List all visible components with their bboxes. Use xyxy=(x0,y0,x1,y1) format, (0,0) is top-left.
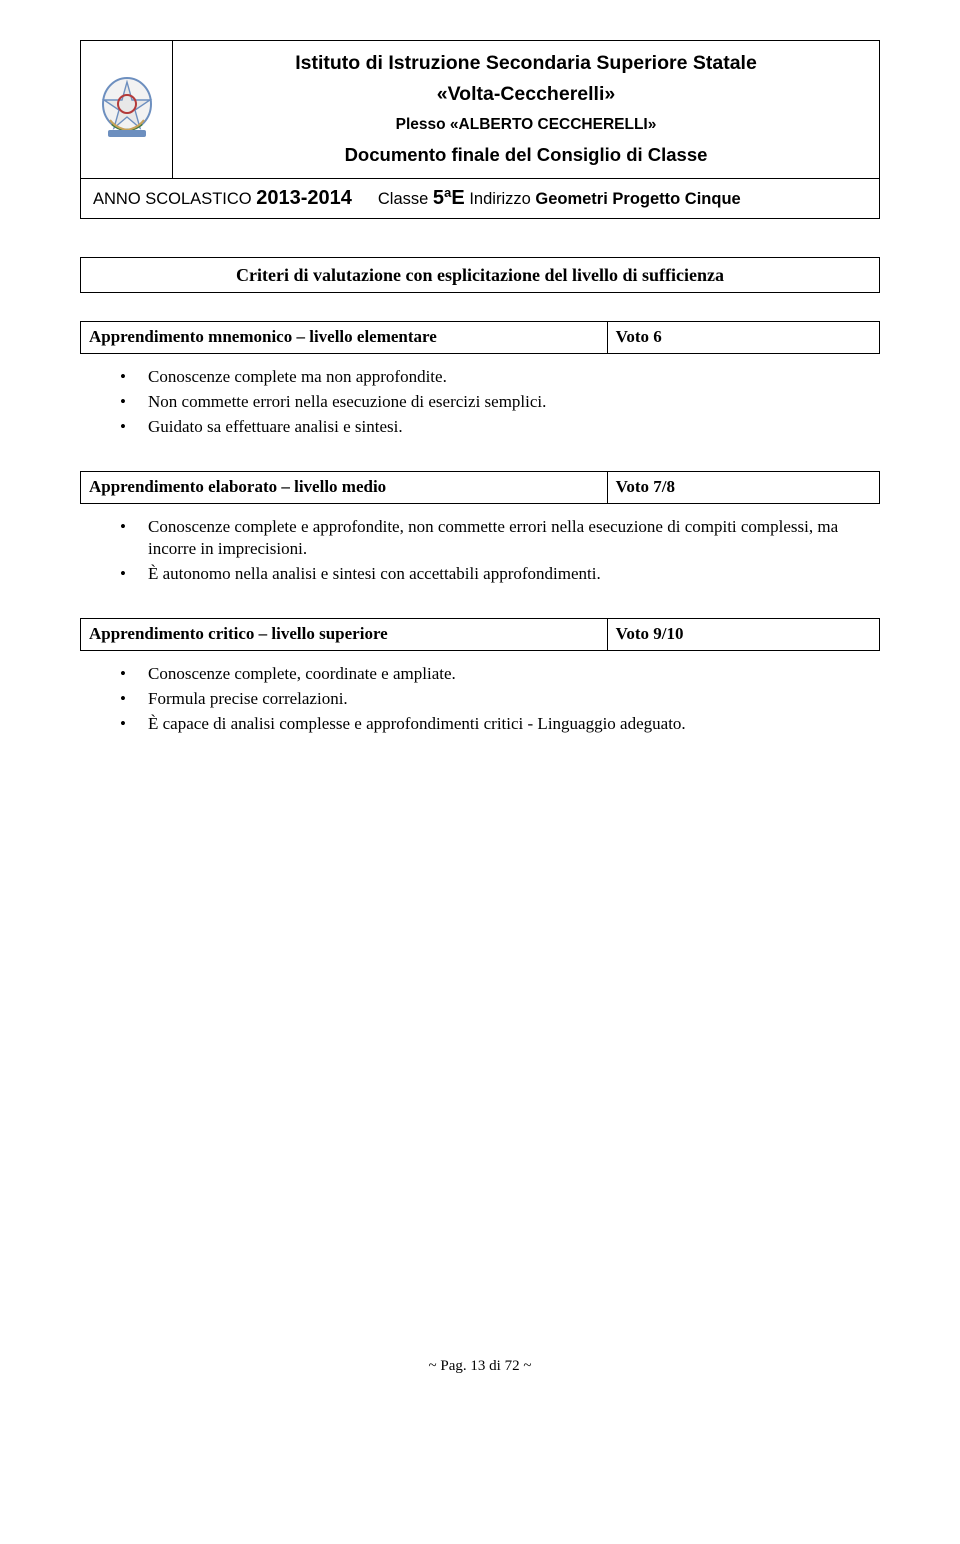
indirizzo-value: Geometri Progetto Cinque xyxy=(535,190,740,208)
header-bottom-row: ANNO SCOLASTICO 2013-2014 Classe 5ªE Indi… xyxy=(81,178,880,218)
plesso-name: Plesso «ALBERTO CECCHERELLI» xyxy=(183,115,869,136)
level-title: Apprendimento critico – livello superior… xyxy=(81,619,608,650)
header-titles: Istituto di Istruzione Secondaria Superi… xyxy=(173,41,880,179)
level-row: Apprendimento critico – livello superior… xyxy=(80,618,880,651)
level-items: Conoscenze complete, coordinate e amplia… xyxy=(80,663,880,736)
list-item: Guidato sa effettuare analisi e sintesi. xyxy=(120,416,880,439)
emblem-cell xyxy=(81,41,173,179)
classe-value: 5ªE xyxy=(433,187,465,209)
level-row: Apprendimento elaborato – livello medio … xyxy=(80,471,880,504)
list-item: Non commette errori nella esecuzione di … xyxy=(120,391,880,414)
italian-republic-emblem-icon xyxy=(96,70,158,142)
anno-label: ANNO SCOLASTICO xyxy=(93,190,256,208)
level-voto: Voto 9/10 xyxy=(608,619,879,650)
list-item: È autonomo nella analisi e sintesi con a… xyxy=(120,563,880,586)
level-title: Apprendimento mnemonico – livello elemen… xyxy=(81,322,608,353)
list-item: Conoscenze complete, coordinate e amplia… xyxy=(120,663,880,686)
list-item: Formula precise correlazioni. xyxy=(120,688,880,711)
list-item: Conoscenze complete e approfondite, non … xyxy=(120,516,880,562)
anno-value: 2013-2014 xyxy=(256,187,352,209)
level-items: Conoscenze complete ma non approfondite.… xyxy=(80,366,880,439)
document-header: Istituto di Istruzione Secondaria Superi… xyxy=(80,40,880,219)
level-title: Apprendimento elaborato – livello medio xyxy=(81,472,608,503)
level-items: Conoscenze complete e approfondite, non … xyxy=(80,516,880,587)
section-title: Criteri di valutazione con esplicitazion… xyxy=(80,257,880,293)
level-voto: Voto 6 xyxy=(608,322,879,353)
institute-subname: «Volta-Ceccherelli» xyxy=(183,81,869,107)
page-footer: ~ Pag. 13 di 72 ~ xyxy=(80,1356,880,1376)
classe-label: Classe xyxy=(378,190,433,208)
list-item: Conoscenze complete ma non approfondite. xyxy=(120,366,880,389)
indirizzo-label: Indirizzo xyxy=(465,190,536,208)
document-title: Documento finale del Consiglio di Classe xyxy=(183,143,869,168)
level-voto: Voto 7/8 xyxy=(608,472,879,503)
level-row: Apprendimento mnemonico – livello elemen… xyxy=(80,321,880,354)
institute-name: Istituto di Istruzione Secondaria Superi… xyxy=(183,50,869,76)
list-item: È capace di analisi complesse e approfon… xyxy=(120,713,880,736)
